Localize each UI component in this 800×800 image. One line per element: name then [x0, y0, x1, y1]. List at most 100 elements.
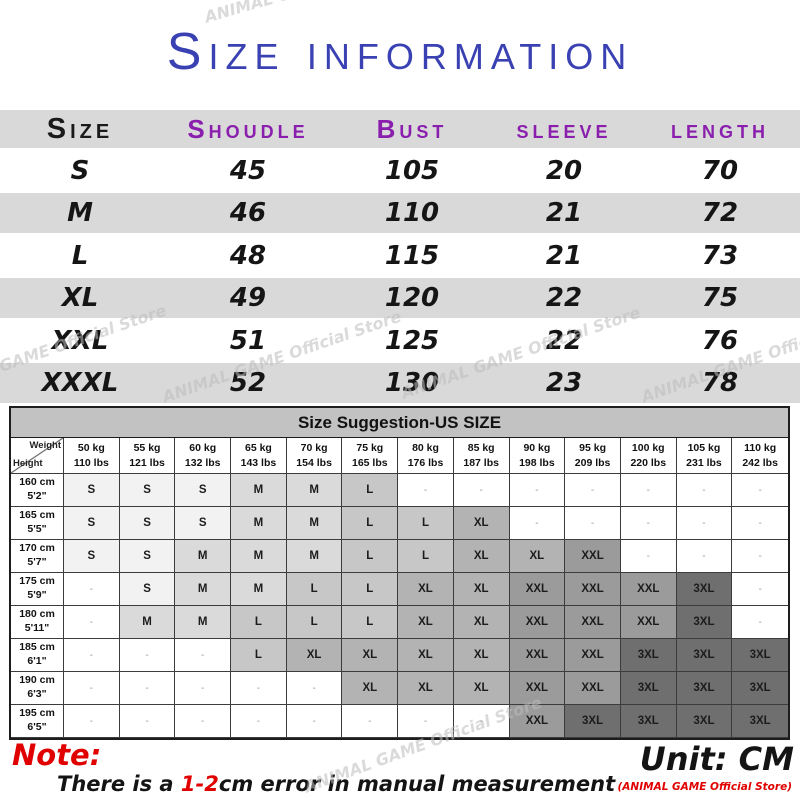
length-column-header: length — [671, 113, 769, 144]
weight-header-cell: 95 kg 209 lbs — [565, 438, 621, 474]
measurement-value: 110 — [384, 198, 440, 228]
suggestion-cell: S — [119, 474, 176, 507]
weight-header-cell: 70 kg 154 lbs — [286, 438, 343, 474]
suggestion-cell: L — [398, 540, 454, 573]
suggestion-cell-empty: - — [676, 507, 733, 540]
suggestion-cell: XXL — [620, 606, 677, 639]
size-table-row: M 46 110 21 72 — [0, 193, 800, 233]
suggestion-cell-empty: - — [175, 705, 232, 738]
suggestion-cell: XXL — [565, 540, 621, 573]
suggestion-cell-empty: - — [64, 606, 120, 639]
note-highlight: 1-2 — [180, 772, 219, 796]
suggestion-cell: S — [119, 507, 176, 540]
height-row-header: 175 cm 5'9" — [11, 573, 64, 606]
measurement-value: 78 — [701, 368, 739, 398]
suggestion-cell-empty: - — [509, 474, 566, 507]
suggestion-cell: M — [231, 474, 287, 507]
suggestion-cell: XL — [509, 540, 566, 573]
size-value: XXXL — [41, 368, 119, 398]
size-suggestion-table: Size Suggestion-US SIZE Weight Height 50 k… — [9, 406, 790, 740]
suggestion-cell: XL — [453, 639, 510, 672]
measurement-value: 22 — [545, 283, 583, 313]
suggestion-cell: S — [175, 507, 232, 540]
measurement-value: 76 — [701, 325, 739, 356]
suggestion-cell-empty: - — [732, 474, 788, 507]
suggestion-cell-empty: - — [398, 705, 454, 738]
measurement-value: 120 — [384, 283, 440, 313]
suggestion-cell: 3XL — [620, 705, 677, 738]
size-table-body: S 45 105 20 70 M 46 110 21 72 L 48 115 21 73 XL 49 120 22 7… — [0, 148, 800, 403]
suggestion-cell-empty: - — [620, 507, 677, 540]
suggestion-cell-empty: - — [565, 474, 621, 507]
suggestion-cell-empty: - — [565, 507, 621, 540]
weight-header-cell: 75 kg 165 lbs — [342, 438, 399, 474]
suggestion-cell-empty: - — [453, 705, 510, 738]
weight-header-cell: 110 kg 242 lbs — [732, 438, 788, 474]
suggestion-cell: XXL — [509, 639, 566, 672]
suggestion-cell-empty: - — [620, 540, 677, 573]
measurement-value: 49 — [229, 283, 267, 313]
suggestion-cell: XL — [342, 639, 399, 672]
suggestion-cell: XL — [398, 639, 454, 672]
size-table-row: XXXL 52 130 23 78 — [0, 363, 800, 403]
suggestion-cell: S — [64, 540, 120, 573]
suggestion-cell-empty: - — [398, 474, 454, 507]
weight-height-corner-cell: Weight Height — [11, 438, 64, 474]
note-text-pre: There is a — [57, 772, 181, 796]
suggestion-cell: L — [342, 606, 399, 639]
suggestion-cell: S — [175, 474, 232, 507]
height-label: Height — [13, 458, 43, 470]
suggestion-cell: M — [119, 606, 176, 639]
measurement-value: 52 — [229, 368, 267, 398]
measurement-value: 130 — [384, 368, 440, 398]
measurement-value: 45 — [229, 155, 267, 186]
suggestion-cell: XXL — [565, 573, 621, 606]
suggestion-cell-empty: - — [676, 540, 733, 573]
suggestion-cell: XXL — [509, 606, 566, 639]
suggestion-cell: 3XL — [732, 705, 788, 738]
suggestion-cell-empty: - — [732, 540, 788, 573]
suggestion-cell: XXL — [509, 672, 566, 705]
suggestion-cell: XL — [453, 540, 510, 573]
suggestion-cell: L — [342, 540, 399, 573]
suggestion-cell: L — [342, 474, 399, 507]
suggestion-cell: 3XL — [620, 639, 677, 672]
height-row-header: 190 cm 6'3" — [11, 672, 64, 705]
size-table-row: L 48 115 21 73 — [0, 233, 800, 278]
measurement-value: 70 — [701, 155, 739, 186]
page-title: Size information — [166, 23, 634, 81]
suggestion-cell: L — [231, 606, 287, 639]
weight-header-cell: 65 kg 143 lbs — [231, 438, 287, 474]
suggestion-cell: XL — [398, 606, 454, 639]
measurement-value: 73 — [701, 240, 739, 271]
suggestion-cell: XL — [286, 639, 343, 672]
note-text-post: cm error in manual measurement — [218, 772, 616, 796]
measurement-value: 20 — [545, 155, 583, 186]
measurement-value: 75 — [701, 283, 739, 313]
suggestion-cell: M — [286, 507, 343, 540]
height-row-header: 185 cm 6'1" — [11, 639, 64, 672]
suggestion-cell: 3XL — [565, 705, 621, 738]
suggestion-cell: XXL — [565, 606, 621, 639]
measurement-value: 72 — [701, 198, 739, 228]
suggestion-cell-empty: - — [119, 672, 176, 705]
suggestion-cell-empty: - — [175, 639, 232, 672]
suggestion-cell: 3XL — [676, 606, 733, 639]
weight-header-cell: 90 kg 198 lbs — [509, 438, 566, 474]
suggestion-cell-empty: - — [175, 672, 232, 705]
measurement-value: 22 — [545, 325, 583, 356]
height-row-header: 180 cm 5'11" — [11, 606, 64, 639]
suggestion-cell: XL — [453, 507, 510, 540]
suggestion-cell-empty: - — [620, 474, 677, 507]
suggestion-cell: M — [286, 540, 343, 573]
weight-header-cell: 105 kg 231 lbs — [676, 438, 733, 474]
suggestion-cell: XXL — [565, 672, 621, 705]
suggestion-cell-empty: - — [732, 606, 788, 639]
suggestion-cell: 3XL — [676, 705, 733, 738]
suggestion-cell-empty: - — [64, 672, 120, 705]
suggestion-cell: XL — [398, 573, 454, 606]
bust-column-header: Bust — [376, 113, 448, 144]
suggestion-cell-empty: - — [342, 705, 399, 738]
measurement-value: 48 — [229, 240, 267, 271]
weight-header-cell: 60 kg 132 lbs — [175, 438, 232, 474]
